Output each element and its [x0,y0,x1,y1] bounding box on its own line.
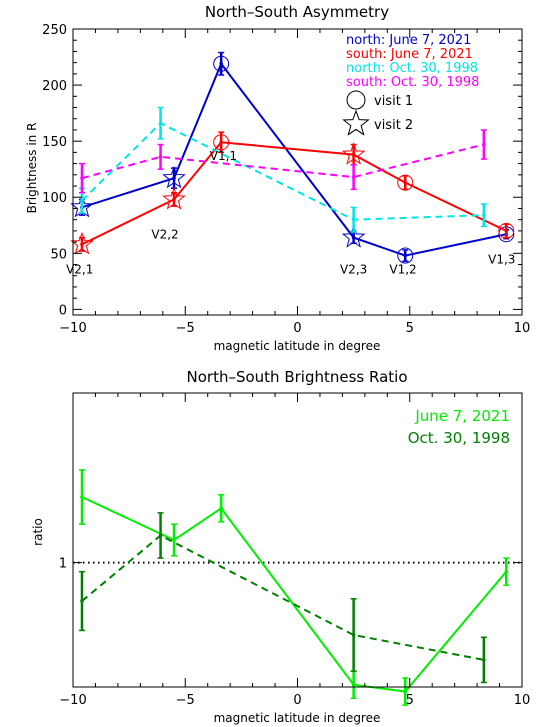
y-tick-label: 0 [59,303,67,318]
data-point-s0-p3 [351,235,356,240]
visit-label-5: V1,3 [488,252,515,266]
legend-oct-1998: Oct. 30, 1998 [408,429,510,447]
y-tick-label: 150 [42,135,67,150]
star-marker-s0-p1 [162,165,186,189]
circle-marker-s0-p4 [397,247,414,264]
circle-marker-s1-p2 [213,134,230,151]
data-point-s2-p2 [351,217,356,222]
series-line-0 [81,61,507,257]
data-point-s1-p3 [482,658,486,662]
data-point-s3-p3 [482,142,486,147]
data-point-s1-p1 [158,533,163,538]
star-marker-s1-p3 [341,142,366,165]
legend-visit2-label: visit 2 [374,118,413,133]
panel1-xlabel: magnetic latitude in degree [214,339,381,353]
x-tick-label: −10 [59,693,86,708]
data-point-s3-p0 [80,176,84,180]
legend-north-1998: north: Oct. 30, 1998 [346,61,478,76]
data-point-s1-p5 [504,229,509,233]
legend-south-1998: south: Oct. 30, 1998 [346,75,479,90]
data-point-s0-p0 [80,495,84,499]
series-line-2 [81,121,484,221]
panel-ratio: North–South Brightness Ratio −10 −5 0 5 101 … [31,368,530,725]
visit-label-1: V2,2 [151,228,178,242]
data-point-s1-p2 [219,140,223,145]
data-point-s0-p5 [504,569,509,574]
star-marker-s1-p1 [162,187,186,210]
star-marker-s0-p3 [341,225,366,248]
x-tick-label: 10 [514,321,531,336]
series-line-1 [81,141,507,246]
data-point-s2-p0 [80,198,84,203]
circle-marker-s0-p2 [213,55,230,72]
y-tick-label: 50 [50,247,67,262]
x-tick-label: 0 [293,693,301,708]
circle-marker-s1-p4 [397,174,414,191]
panel1-title: North–South Asymmetry [205,3,389,21]
panel2-title: North–South Brightness Ratio [187,368,408,386]
visit-label-2: V1,1 [210,149,237,163]
y-tick-label: 200 [42,79,67,94]
data-point-s1-p0 [80,599,84,603]
x-tick-label: −10 [59,321,86,336]
data-point-s1-p1 [172,197,176,202]
data-point-s2-p1 [158,121,163,126]
data-point-s0-p4 [403,253,408,258]
panel-asymmetry: North–South Asymmetry V2,1 V2,2 V1,1 V2,3 V1… [25,3,530,353]
visit-label-4: V1,2 [389,263,416,277]
series-line-3 [81,143,485,180]
series-line-1 [81,534,485,661]
series-line-0 [81,496,508,693]
legend-south-2021: south: June 7, 2021 [346,47,473,62]
data-point-s1-p2 [351,633,356,637]
visit-label-3: V2,3 [340,263,367,277]
panel1-ylabel: Brightness in R [25,123,39,214]
panel2-ylabel: ratio [31,518,45,546]
visit-label-0: V2,1 [66,263,93,277]
panel2-xlabel: magnetic latitude in degree [214,711,381,725]
data-point-s2-p3 [482,213,486,217]
data-point-s0-p1 [172,538,176,542]
x-tick-label: 5 [406,321,414,336]
x-tick-label: −5 [176,693,195,708]
data-point-s1-p4 [403,180,408,185]
visit2-star-icon [342,109,370,136]
panel2-legend: June 7, 2021 Oct. 30, 1998 [408,407,510,447]
y-tick-label: 100 [42,191,67,206]
legend-june-2021: June 7, 2021 [414,407,510,425]
data-point-s0-p2 [219,506,223,511]
data-point-s3-p2 [351,175,356,179]
data-point-s3-p1 [158,155,163,159]
visit1-circle-icon [346,90,366,110]
data-point-s1-p3 [351,152,356,157]
x-tick-label: 0 [293,321,301,336]
y-tick-label: 250 [42,23,67,38]
data-point-s1-p0 [80,242,84,247]
data-point-s0-p2 [219,61,223,66]
circle-marker-s1-p5 [498,222,515,239]
y-tick-label: 1 [59,557,67,572]
legend-visit1-label: visit 1 [374,94,413,109]
legend-north-2021: north: June 7, 2021 [346,33,471,48]
panel1-legend: north: June 7, 2021 south: June 7, 2021 … [342,33,479,136]
x-tick-label: −5 [176,321,195,336]
star-marker-s1-p0 [70,231,94,255]
data-point-s0-p4 [403,689,408,694]
data-point-s0-p1 [172,176,176,180]
x-tick-label: 10 [514,693,531,708]
x-tick-label: 5 [406,693,414,708]
data-point-s0-p3 [351,682,356,687]
